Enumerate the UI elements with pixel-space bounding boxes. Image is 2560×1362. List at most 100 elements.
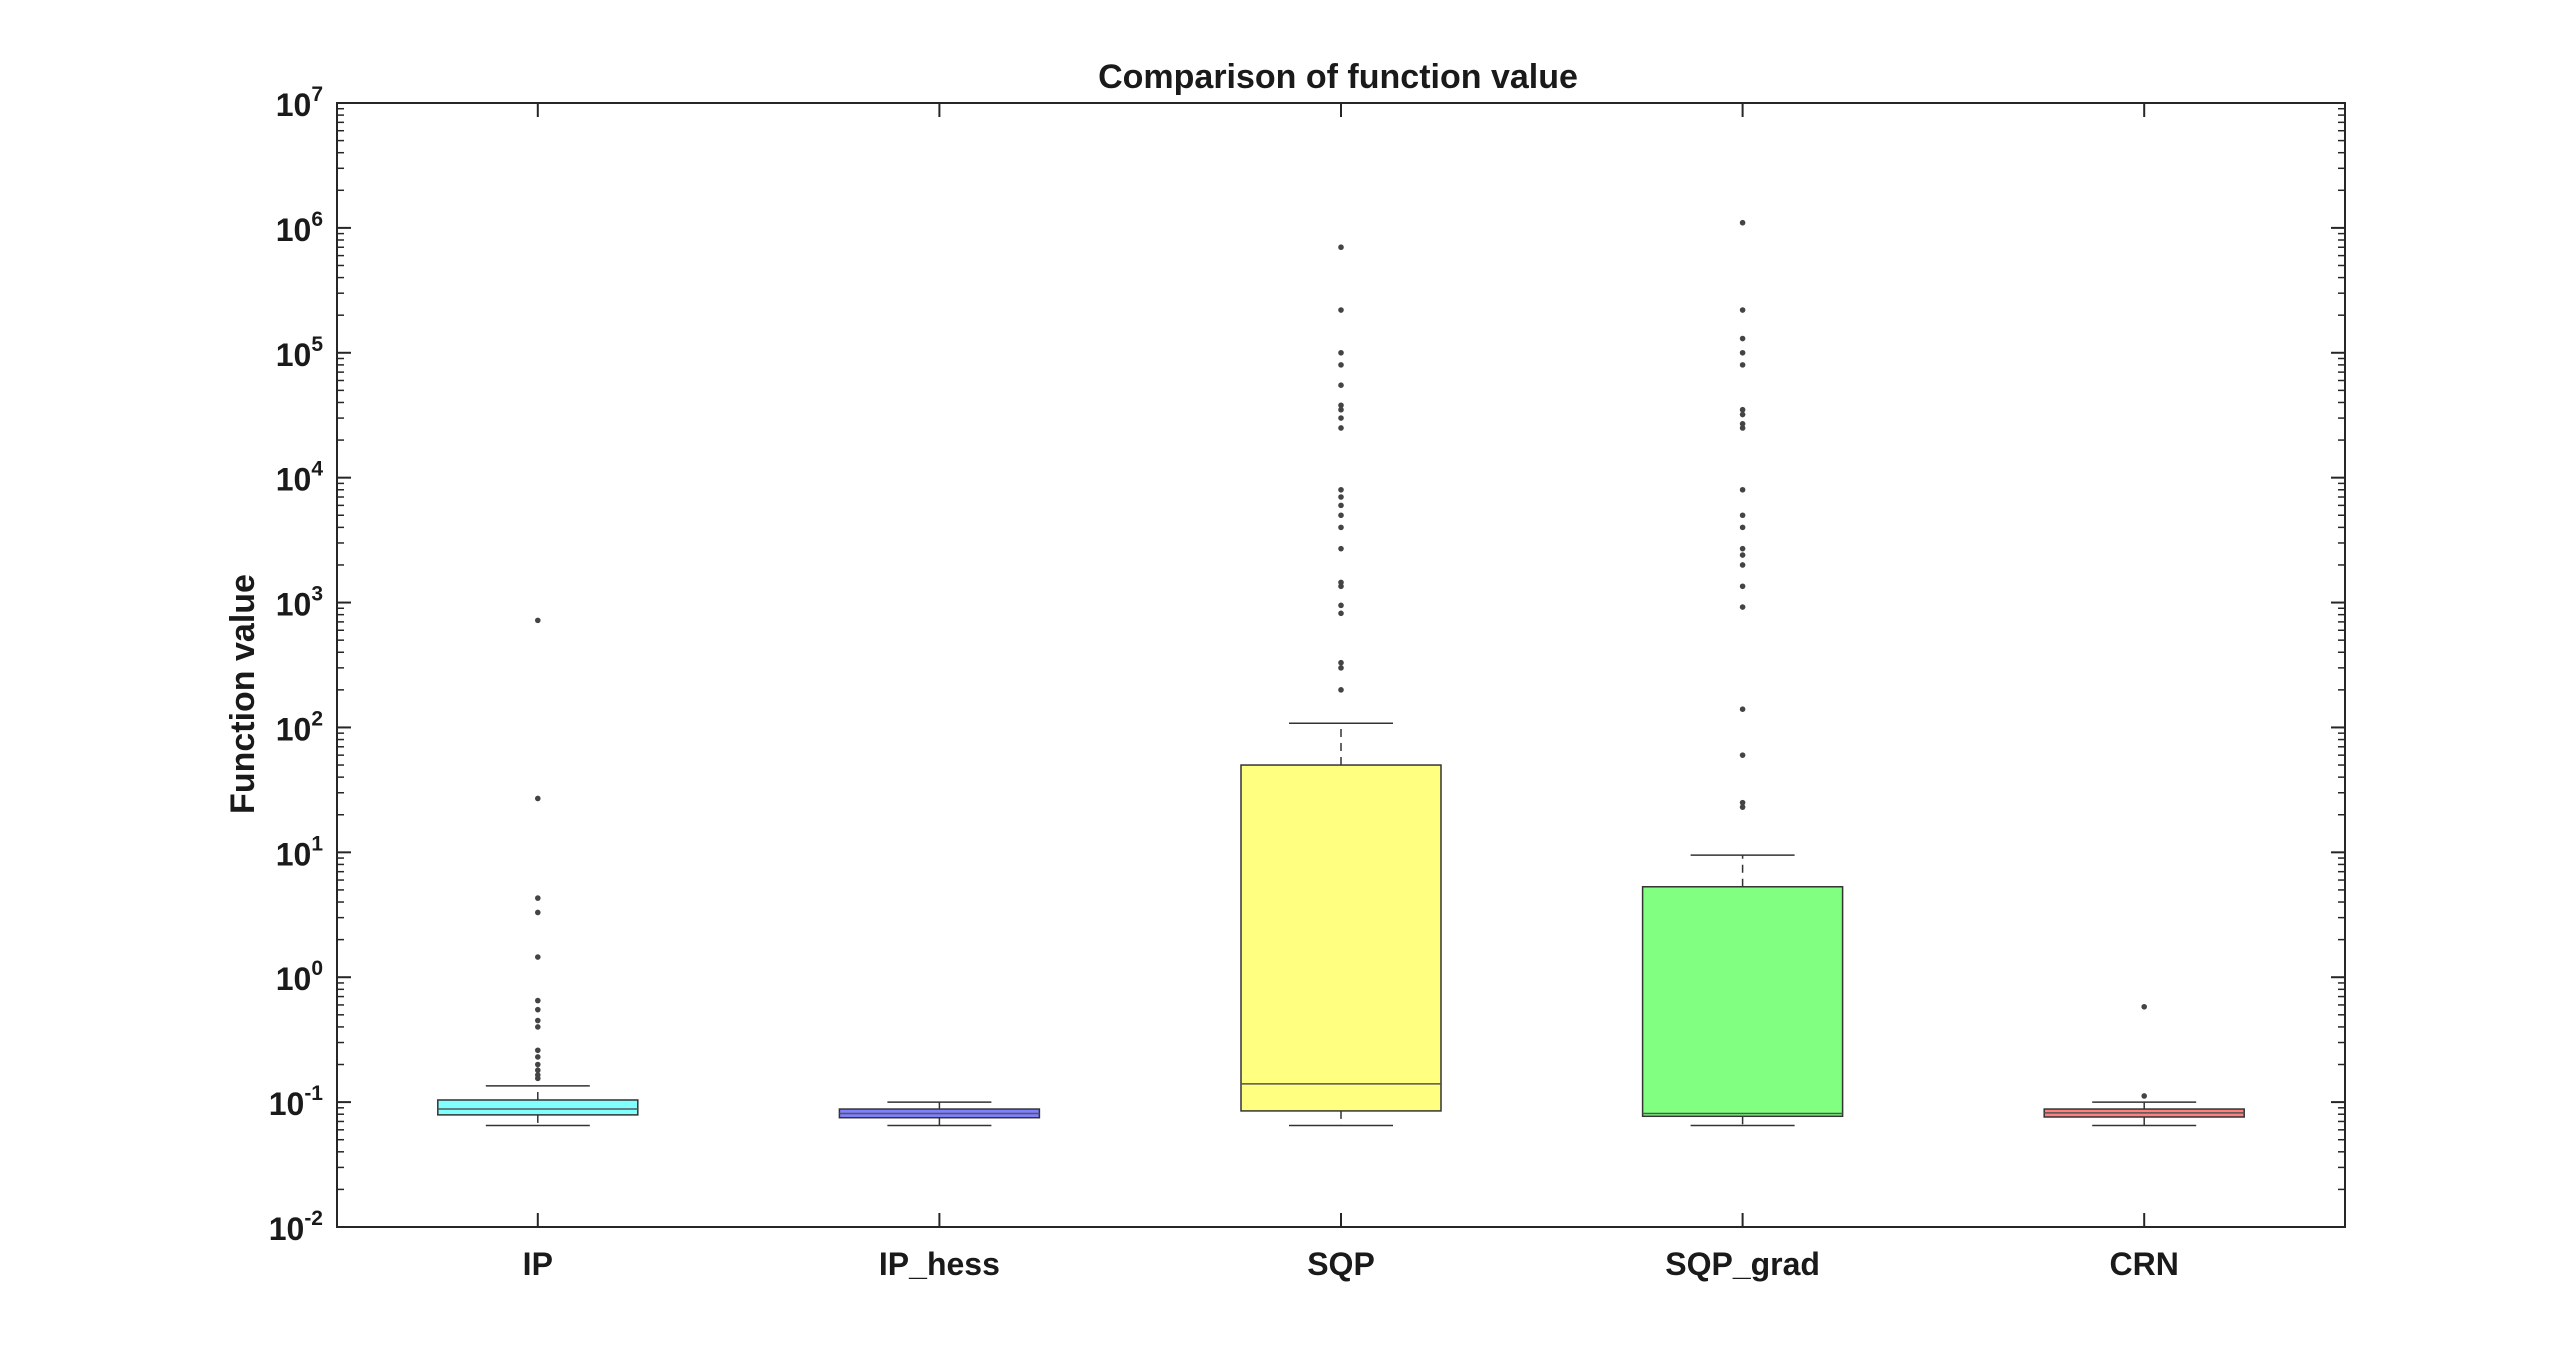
- outlier-point: [1338, 512, 1344, 519]
- y-tick-exponent: 2: [311, 707, 323, 730]
- outlier-point: [1739, 349, 1746, 356]
- x-tick-label: IP: [523, 1246, 553, 1282]
- outlier-point: [1338, 307, 1344, 313]
- y-tick-label: 105: [276, 333, 324, 373]
- outlier-point: [1338, 244, 1344, 251]
- outlier-point: [2141, 1093, 2147, 1099]
- outlier-point: [535, 909, 541, 916]
- outlier-point: [1739, 335, 1746, 342]
- y-tick-base: 10: [276, 836, 312, 872]
- outlier-point: [1338, 486, 1344, 493]
- y-tick-base: 10: [276, 337, 312, 373]
- y-tick-label: 10-1: [269, 1082, 324, 1122]
- outlier-point: [1739, 512, 1746, 519]
- y-tick-base: 10: [276, 587, 312, 623]
- outlier-point: [1338, 659, 1344, 666]
- y-tick-base: 10: [276, 462, 312, 498]
- outlier-point: [535, 795, 541, 802]
- outlier-point: [1338, 687, 1344, 693]
- x-tick-label: SQP_grad: [1665, 1246, 1820, 1282]
- outlier-point: [1338, 665, 1344, 671]
- outlier-point: [535, 997, 541, 1004]
- outlier-point: [535, 954, 541, 960]
- x-tick-label: CRN: [2110, 1246, 2179, 1282]
- y-tick-exponent: 7: [311, 83, 323, 106]
- outlier-point: [1739, 545, 1746, 552]
- outlier-point: [1739, 411, 1746, 418]
- box-group-ip-hess: IP_hess: [838, 103, 1041, 1282]
- outlier-point: [535, 1075, 541, 1082]
- outlier-point: [1739, 804, 1746, 810]
- outlier-point: [1338, 602, 1344, 609]
- outlier-point: [1739, 307, 1746, 313]
- outlier-point: [1739, 799, 1746, 806]
- outlier-point: [1739, 406, 1746, 413]
- outlier-point: [1739, 752, 1746, 758]
- outlier-point: [1338, 524, 1344, 531]
- outlier-point: [2141, 1003, 2147, 1010]
- outlier-point: [1739, 486, 1746, 493]
- box-group-ip: IP: [437, 103, 639, 1282]
- y-tick-base: 10: [276, 961, 312, 997]
- y-tick-exponent: 1: [311, 832, 323, 855]
- iqr-box: [437, 1099, 639, 1116]
- y-tick-exponent: -2: [304, 1207, 323, 1230]
- outlier-point: [1739, 604, 1746, 610]
- outlier-point: [1338, 415, 1344, 421]
- y-tick-exponent: 5: [311, 333, 323, 356]
- outlier-point: [1739, 420, 1746, 427]
- outlier-point: [535, 1047, 541, 1054]
- box-group-crn: CRN: [2043, 103, 2245, 1282]
- outlier-point: [1338, 579, 1344, 586]
- y-tick-exponent: 3: [311, 583, 323, 606]
- y-tick-label: 10-2: [269, 1207, 323, 1247]
- outlier-point: [1739, 552, 1746, 558]
- box-group-sqp: SQP: [1240, 103, 1442, 1282]
- outlier-point: [1739, 583, 1746, 590]
- outlier-point: [1338, 362, 1344, 368]
- outlier-point: [535, 1067, 541, 1074]
- y-tick-label: 102: [276, 707, 323, 747]
- x-tick-label: IP_hess: [879, 1246, 1000, 1282]
- chart-title: Comparison of function value: [1098, 58, 1578, 96]
- outlier-point: [1338, 494, 1344, 500]
- y-tick-exponent: 4: [311, 458, 323, 481]
- y-tick-label: 101: [276, 832, 324, 872]
- outlier-point: [1739, 524, 1746, 531]
- outlier-point: [1739, 362, 1746, 368]
- y-tick-base: 10: [276, 212, 312, 248]
- outlier-point: [1739, 425, 1746, 431]
- outlier-point: [1338, 545, 1344, 552]
- outlier-point: [535, 895, 541, 901]
- outlier-point: [1338, 382, 1344, 389]
- outlier-point: [535, 1017, 541, 1024]
- x-tick-label: SQP: [1307, 1246, 1375, 1282]
- y-tick-label: 104: [276, 458, 324, 498]
- outlier-point: [1338, 402, 1344, 409]
- outlier-point: [1739, 706, 1746, 712]
- outlier-point: [1338, 502, 1344, 509]
- y-tick-label: 103: [276, 583, 323, 623]
- y-tick-exponent: 0: [311, 957, 323, 980]
- iqr-box: [1641, 886, 1844, 1118]
- y-axis-label: Function value: [224, 574, 262, 814]
- iqr-box: [1240, 764, 1442, 1112]
- outlier-point: [535, 1054, 541, 1060]
- outlier-point: [1338, 349, 1344, 356]
- y-tick-base: 10: [276, 87, 312, 123]
- y-tick-label: 100: [276, 957, 323, 997]
- y-tick-exponent: -1: [304, 1082, 323, 1105]
- outlier-point: [1739, 562, 1746, 568]
- outlier-point: [1338, 583, 1344, 590]
- box-group-sqp-grad: SQP_grad: [1641, 103, 1844, 1282]
- outlier-point: [1338, 406, 1344, 413]
- outlier-point: [535, 1061, 541, 1068]
- y-tick-base: 10: [269, 1086, 305, 1122]
- y-tick-base: 10: [276, 711, 312, 747]
- y-tick-exponent: 6: [311, 208, 323, 231]
- y-tick-label: 106: [276, 208, 323, 248]
- outlier-point: [535, 617, 541, 624]
- outlier-point: [1338, 425, 1344, 431]
- y-tick-label: 107: [276, 83, 323, 123]
